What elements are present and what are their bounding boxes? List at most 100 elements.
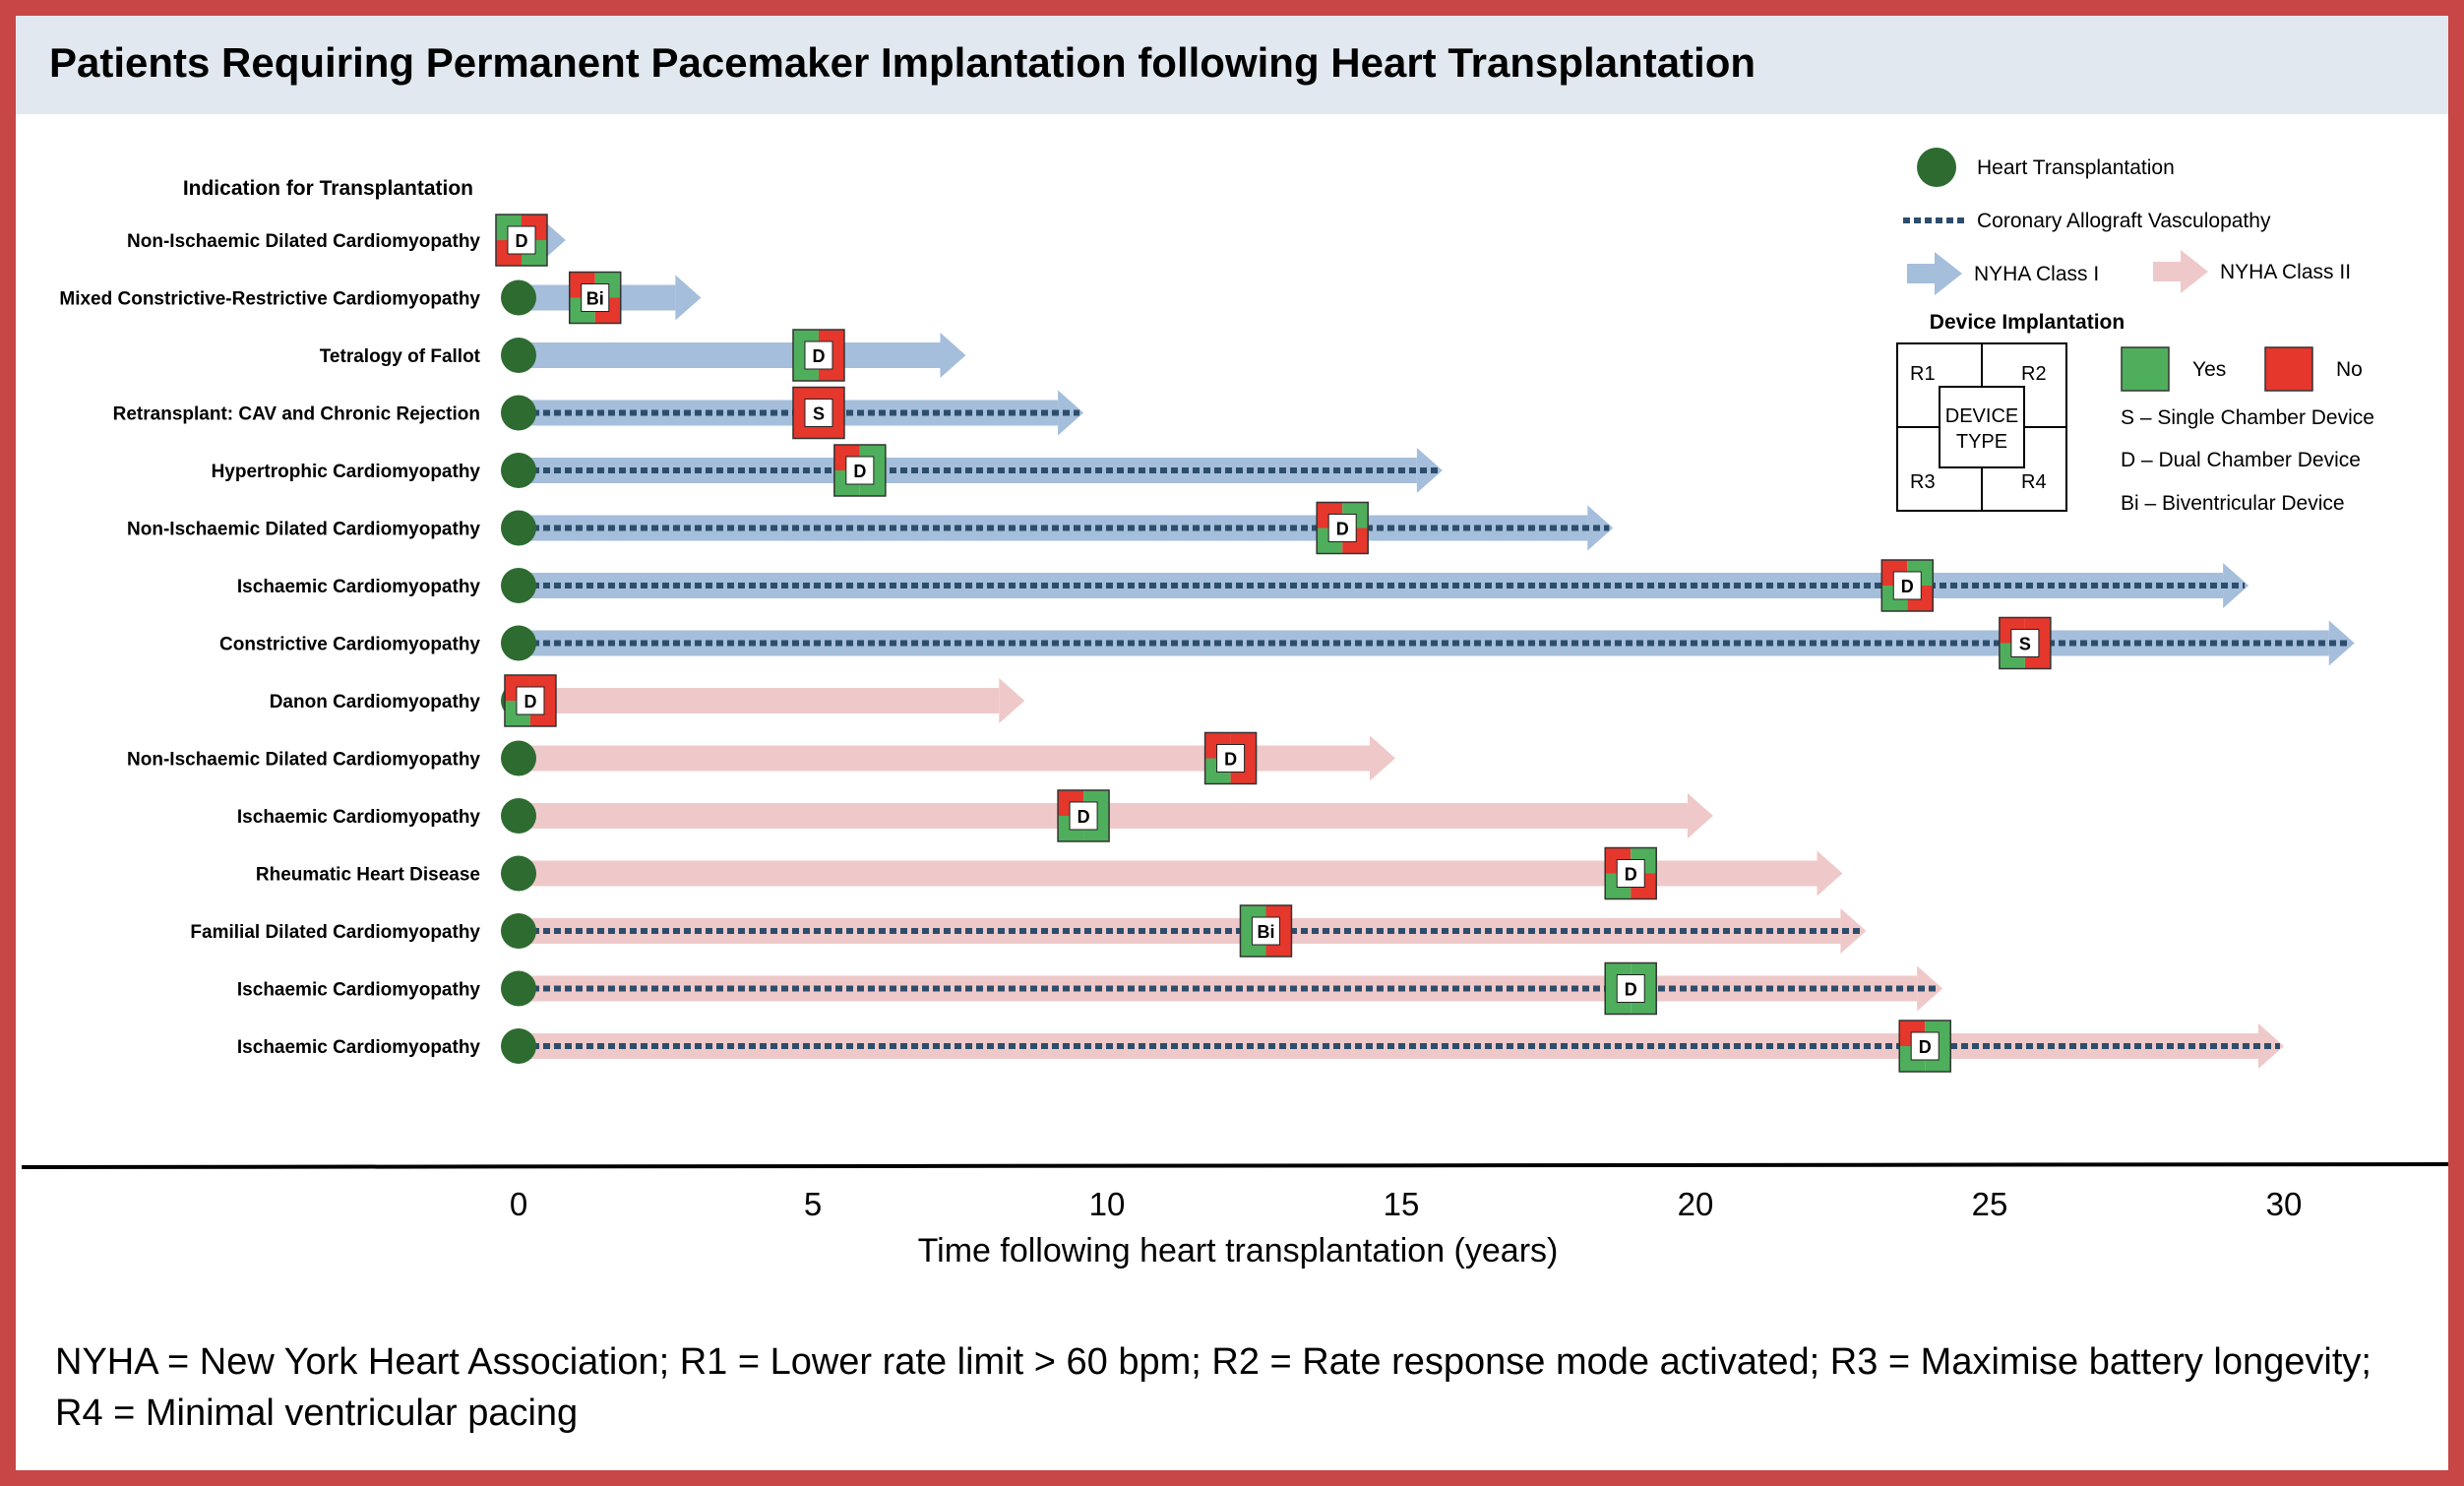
device-type-label: D — [515, 231, 527, 251]
title-bar: Patients Requiring Permanent Pacemaker I… — [16, 16, 2448, 114]
legend-r4: R4 — [2021, 471, 2047, 493]
device-type-label: D — [1901, 577, 1914, 596]
row-label: Non-Ischaemic Dilated Cardiomyopathy — [127, 231, 480, 252]
legend-device-type-box — [1939, 386, 2025, 468]
device-marker-border — [1880, 559, 1935, 612]
device-marker-border — [833, 444, 887, 497]
transplant-dot — [501, 453, 536, 488]
nyha-bar — [524, 573, 2224, 598]
legend-nyha2-label: NYHA Class II — [2220, 261, 2351, 283]
x-tick-label: 5 — [804, 1186, 822, 1222]
row-label: Familial Dilated Cardiomyopathy — [190, 922, 480, 943]
device-marker-border — [1604, 846, 1657, 900]
nyha-arrowhead — [1058, 390, 1084, 436]
device-type-box — [516, 686, 545, 715]
legend-transplant-label: Heart Transplantation — [1977, 156, 2175, 179]
device-type-label: S — [813, 404, 825, 424]
x-axis-line — [21, 1162, 2448, 1169]
device-type-box — [804, 341, 833, 370]
transplant-dot — [501, 395, 536, 431]
device-type-label: S — [2019, 635, 2031, 654]
device-type-label: D — [1625, 865, 1637, 885]
device-type-label: D — [1625, 980, 1637, 1000]
nyha-arrowhead — [999, 678, 1025, 723]
device-type-label: D — [524, 692, 536, 712]
row-label: Ischaemic Cardiomyopathy — [237, 807, 481, 828]
legend-r2: R2 — [2021, 363, 2047, 385]
x-tick-label: 0 — [510, 1186, 527, 1222]
transplant-dot — [501, 740, 536, 776]
row-label: Constrictive Cardiomyopathy — [219, 635, 480, 655]
device-marker-border — [1239, 904, 1293, 958]
device-type-box — [1892, 571, 1922, 600]
legend-single-chamber: S – Single Chamber Device — [2121, 406, 2374, 429]
transplant-dot — [501, 338, 536, 373]
row-label: Ischaemic Cardiomyopathy — [237, 577, 481, 597]
chart-title: Patients Requiring Permanent Pacemaker I… — [49, 39, 1756, 86]
transplant-dot — [501, 510, 536, 546]
legend-r1: R1 — [1910, 363, 1936, 385]
device-type-box — [1216, 744, 1246, 773]
legend-nyha1-label: NYHA Class I — [1974, 263, 2099, 285]
device-type-box — [1327, 514, 1357, 542]
device-type-box — [2010, 629, 2040, 657]
device-marker-border — [1203, 731, 1258, 785]
device-type-label: Bi — [1257, 922, 1274, 942]
legend-biventricular: Bi – Biventricular Device — [2121, 492, 2345, 515]
x-tick-label: 10 — [1089, 1186, 1126, 1222]
transplant-dot — [501, 1028, 536, 1064]
device-type-label: Bi — [586, 289, 604, 309]
legend-r3: R3 — [1910, 471, 1936, 493]
transplant-dot — [501, 279, 536, 316]
device-marker-border — [1057, 789, 1110, 842]
device-marker-border — [1316, 501, 1369, 555]
nyha-arrowhead — [675, 275, 702, 321]
row-label: Mixed Constrictive-Restrictive Cardiomyo… — [59, 289, 480, 310]
nyha-arrowhead — [1416, 448, 1443, 493]
row-label: Non-Ischaemic Dilated Cardiomyopathy — [127, 750, 480, 771]
nyha-arrowhead — [940, 333, 966, 378]
row-label: Ischaemic Cardiomyopathy — [237, 980, 481, 1001]
legend-device-type-line1: DEVICE — [1945, 405, 2018, 427]
x-tick-label: 15 — [1384, 1186, 1420, 1222]
device-type-box — [1616, 859, 1645, 888]
row-label: Retransplant: CAV and Chronic Rejection — [113, 404, 480, 425]
legend-cav-label: Coronary Allograft Vasculopathy — [1977, 210, 2271, 232]
device-type-box — [1616, 974, 1645, 1003]
device-type-label: D — [812, 346, 825, 366]
nyha-arrowhead — [1817, 850, 1843, 897]
row-label: Non-Ischaemic Dilated Cardiomyopathy — [127, 520, 480, 540]
device-type-box — [1910, 1031, 1940, 1061]
x-tick-label: 30 — [2266, 1186, 2303, 1222]
x-axis-label: Time following heart transplantation (ye… — [918, 1232, 1559, 1269]
legend-nyha2-arrow — [2153, 250, 2208, 293]
row-header: Indication for Transplantation — [183, 177, 473, 200]
device-type-label: D — [1919, 1037, 1932, 1057]
row-label: Tetralogy of Fallot — [320, 346, 481, 367]
device-marker-border — [495, 214, 548, 267]
legend-yes-swatch — [2121, 346, 2170, 392]
device-marker-border — [792, 329, 845, 382]
transplant-dot — [501, 855, 536, 892]
device-marker-border — [504, 674, 557, 727]
legend-no-label: No — [2336, 358, 2363, 381]
row-label: Danon Cardiomyopathy — [270, 692, 481, 712]
nyha-bar — [524, 342, 941, 368]
row-label: Rheumatic Heart Disease — [256, 865, 480, 886]
x-tick-label: 25 — [1972, 1186, 2008, 1222]
nyha-bar — [524, 860, 1817, 887]
transplant-dot — [501, 568, 536, 603]
legend-nyha1-arrow — [1907, 252, 1962, 295]
nyha-arrowhead — [1587, 505, 1614, 551]
legend-transplant-dot — [1917, 148, 1956, 187]
device-marker-border — [1604, 961, 1657, 1016]
device-type-label: D — [1336, 520, 1349, 539]
legend-yes-label: Yes — [2192, 358, 2226, 381]
abbreviation-caption: NYHA = New York Heart Association; R1 = … — [55, 1341, 2372, 1434]
x-tick-label: 20 — [1678, 1186, 1714, 1222]
device-type-box — [581, 283, 610, 312]
nyha-bar — [524, 688, 1000, 713]
device-type-label: D — [1224, 750, 1237, 770]
device-marker-border — [1999, 616, 2052, 670]
nyha-arrowhead — [1687, 793, 1713, 838]
